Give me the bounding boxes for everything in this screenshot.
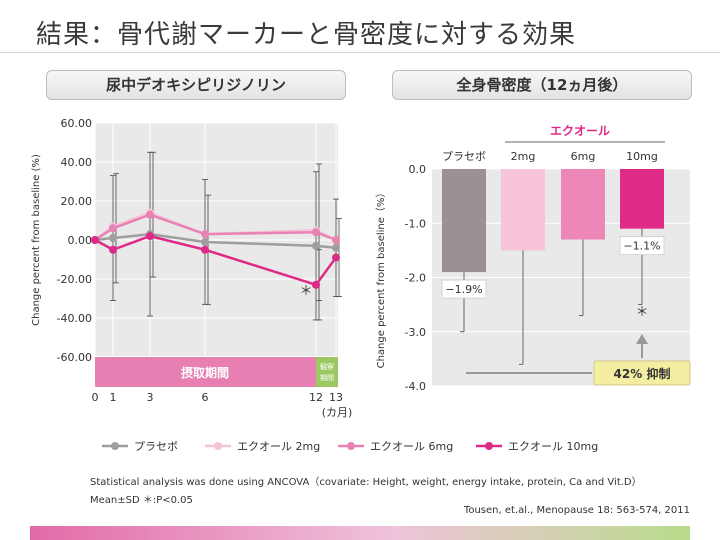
legend-label: エクオール 6mg: [370, 440, 453, 453]
bar-y-tick-label: -3.0: [405, 326, 426, 339]
observation-period-band: [316, 357, 338, 387]
suppression-label: 42% 抑制: [614, 366, 671, 381]
line-point: [312, 241, 320, 250]
line-point: [91, 236, 99, 244]
line-x-tick-label: 1: [110, 391, 117, 404]
line-series: [91, 208, 340, 289]
bar: [620, 169, 664, 229]
bar-value-box: [619, 236, 665, 256]
bar-y-tick-label: -2.0: [405, 272, 426, 285]
bar-marks: [442, 169, 664, 273]
line-point: [332, 253, 340, 262]
bar-y-tick-label: -4.0: [405, 380, 426, 393]
bar-y-axis-label: Change percent from baseline（%）: [375, 188, 387, 369]
bar-category-label: 6mg: [571, 150, 596, 163]
line-y-tick-label: 60.00: [61, 117, 93, 130]
equol-group-label: エクオール: [550, 124, 610, 138]
bar: [442, 169, 486, 273]
intake-period-band: [95, 357, 316, 387]
bar-value-label: −1.1%: [623, 240, 660, 253]
line-y-tick-label: 0.00: [68, 234, 93, 247]
line-point: [109, 224, 117, 233]
line-point: [201, 237, 209, 246]
line-point: [332, 243, 340, 252]
line-y-tick-label: 20.00: [61, 195, 93, 208]
legend-swatch-dot: [485, 442, 493, 450]
legend-label: エクオール 10mg: [508, 440, 598, 453]
citation: Tousen, et.al., Menopause 18: 563-574, 2…: [463, 505, 690, 516]
legend-label: プラセボ: [134, 440, 178, 453]
line-point: [109, 234, 117, 243]
line-point: [146, 210, 154, 219]
line-x-tick-label: 3: [147, 391, 154, 404]
bar: [561, 169, 605, 240]
line-point: [201, 230, 209, 239]
suppression-arrow-head: [636, 334, 648, 344]
left-chart-title: 尿中デオキシピリジノリン: [46, 70, 346, 100]
line-y-tick-label: 40.00: [61, 156, 93, 169]
bar-category-label: プラセボ: [442, 150, 486, 163]
line-x-tick-label: 13: [329, 391, 343, 404]
bar-y-ticks: 0.0 -1.0 -2.0 -3.0 -4.0: [405, 163, 426, 393]
bar-value-label: −1.9%: [445, 283, 482, 296]
bar: [501, 169, 545, 251]
line-x-tick-label: 0: [92, 391, 99, 404]
bar-category-label: 2mg: [511, 150, 536, 163]
line-y-axis-label: Change percent from baseline (%): [31, 154, 42, 326]
bar-value-labels: −1.9% −1.1%: [441, 236, 665, 299]
line-point: [332, 236, 340, 244]
line-x-tick-label: 12: [309, 391, 323, 404]
observation-period-label-2: 期間: [320, 374, 334, 382]
intake-period-label: 摂取期間: [181, 365, 229, 380]
mean-sd-note: Mean±SD ＊:P<0.05: [90, 495, 193, 506]
statistics-note: Statistical analysis was done using ANCO…: [90, 477, 642, 488]
legend-swatch-dot: [347, 442, 355, 450]
line-x-ticks: 0 1 3 6 12 13: [92, 391, 344, 404]
legend: プラセボ エクオール 2mg エクオール 6mg エクオール 10mg: [102, 440, 598, 453]
decorative-gradient-bar: [30, 526, 690, 540]
bar-value-box: [441, 279, 487, 299]
line-x-tick-label: 6: [202, 391, 209, 404]
bar-significance-mark: ＊: [635, 305, 648, 320]
suppression-box: [593, 360, 691, 386]
title-divider: [0, 52, 720, 53]
legend-swatch-dot: [111, 442, 119, 450]
bar-y-tick-label: -1.0: [405, 217, 426, 230]
line-point: [109, 245, 117, 254]
bar-category-labels: プラセボ 2mg 6mg 10mg: [442, 150, 658, 163]
line-point: [312, 280, 320, 289]
line-point: [312, 228, 320, 237]
slide-title: 結果：骨代謝マーカーと骨密度に対する効果: [36, 20, 577, 50]
line-point: [201, 245, 209, 254]
line-x-axis-unit: (カ月): [322, 406, 353, 419]
bar-y-tick-label: 0.0: [409, 163, 427, 176]
legend-label: エクオール 2mg: [237, 440, 320, 453]
line-y-tick-label: -20.00: [57, 273, 92, 286]
right-chart-title: 全身骨密度（12ヵ月後）: [392, 70, 692, 100]
line-y-tick-label: -40.00: [57, 312, 92, 325]
bar-category-label: 10mg: [626, 150, 658, 163]
line-significance-mark: ＊: [299, 284, 312, 299]
legend-swatch-dot: [214, 442, 222, 450]
line-y-tick-label: -60.00: [57, 351, 92, 364]
line-point: [146, 232, 154, 241]
observation-period-label-1: 観察: [320, 362, 334, 371]
line-y-ticks: 60.00 40.00 20.00 0.00 -20.00 -40.00 -60.00: [57, 117, 92, 364]
